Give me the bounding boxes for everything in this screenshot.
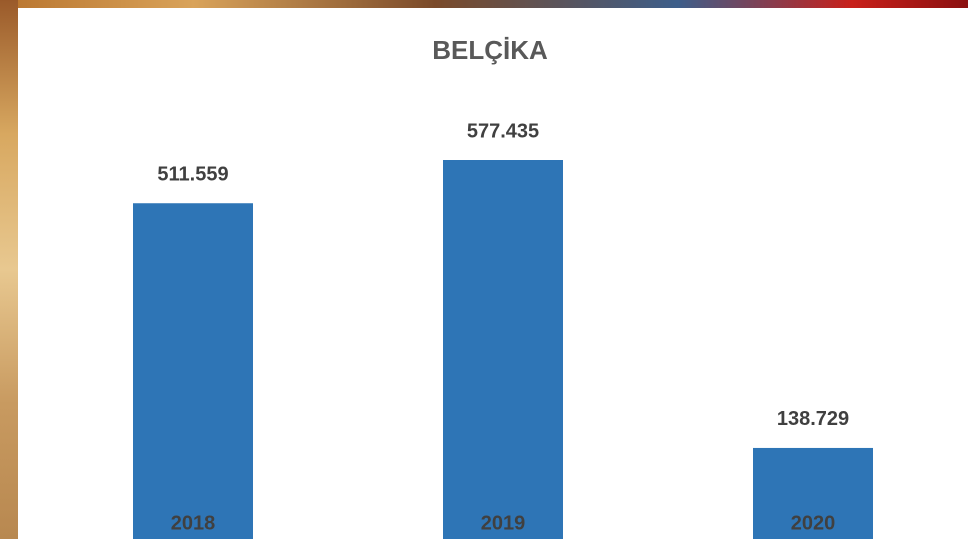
x-tick-label: 2018	[171, 512, 216, 534]
bar	[443, 160, 563, 539]
data-label: 138.729	[777, 408, 849, 430]
data-label: 577.435	[467, 120, 539, 142]
x-tick-label: 2020	[791, 512, 836, 534]
chart-title: BELÇİKA	[432, 35, 548, 65]
bar	[133, 203, 253, 539]
background-strip	[0, 0, 18, 539]
x-tick-label: 2019	[481, 512, 526, 534]
bar	[753, 447, 873, 539]
data-label: 511.559	[157, 164, 228, 186]
